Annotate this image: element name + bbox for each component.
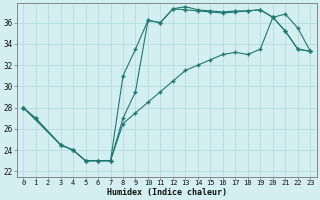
X-axis label: Humidex (Indice chaleur): Humidex (Indice chaleur) [107,188,227,197]
